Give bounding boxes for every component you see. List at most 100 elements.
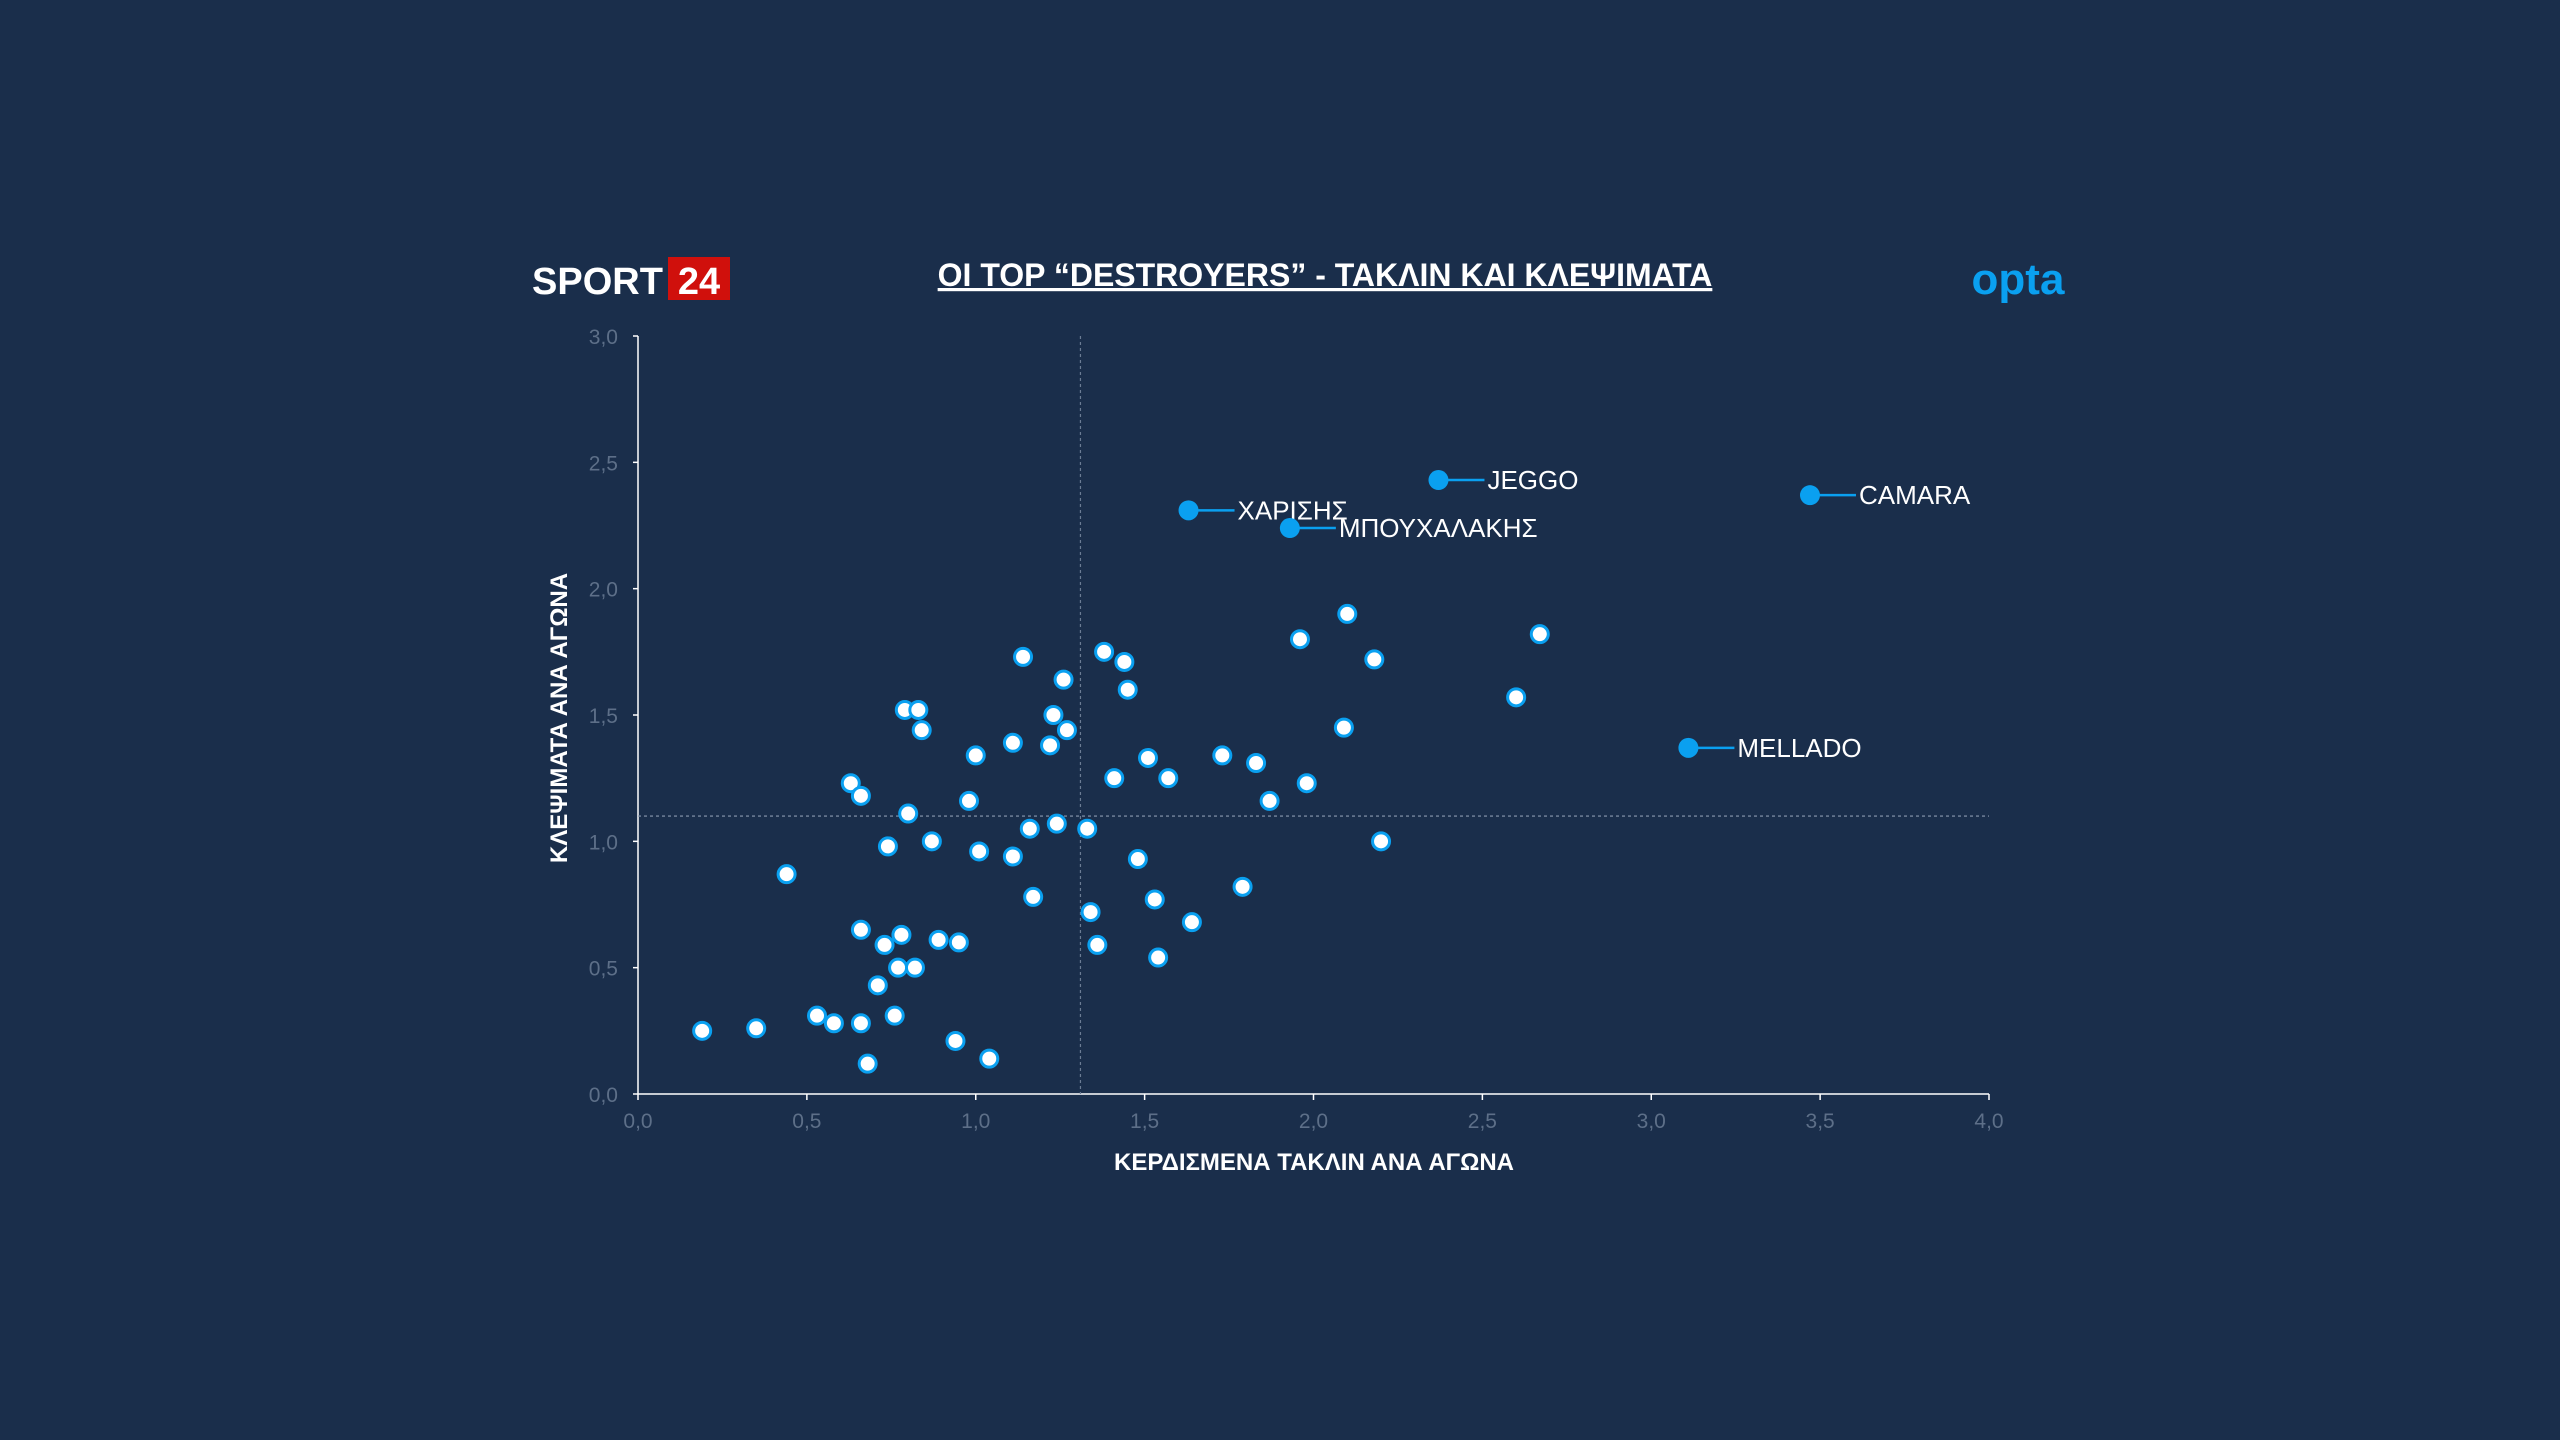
data-point — [891, 924, 912, 945]
x-tick-label: 2,0 — [1299, 1110, 1328, 1133]
data-point — [867, 975, 888, 996]
x-tick-label: 1,0 — [961, 1110, 990, 1133]
point-label: MELLADO — [1737, 733, 1861, 763]
data-point — [1506, 687, 1527, 708]
data-point — [1296, 773, 1317, 794]
data-point — [921, 831, 942, 852]
data-point — [1529, 624, 1550, 645]
x-tick-label: 4,0 — [1974, 1110, 2003, 1133]
data-point — [1087, 934, 1108, 955]
y-tick-label: 1,5 — [589, 705, 618, 728]
x-tick-label: 0,5 — [792, 1110, 821, 1133]
x-axis-label: ΚΕΡΔΙΣΜΕΝΑ ΤΑΚΛΙΝ ΑΝΑ ΑΓΩΝΑ — [1114, 1149, 1514, 1176]
data-point — [1138, 747, 1159, 768]
data-point — [1040, 735, 1061, 756]
sport24-logo-badge — [668, 257, 730, 300]
data-point — [948, 932, 969, 953]
data-point — [776, 864, 797, 885]
data-point — [1114, 651, 1135, 672]
data-point — [928, 929, 949, 950]
data-point — [1056, 720, 1077, 741]
data-point — [965, 745, 986, 766]
x-tick-label: 3,5 — [1806, 1110, 1835, 1133]
y-tick-label: 1,0 — [589, 831, 618, 854]
point-label: JEGGO — [1487, 465, 1578, 495]
data-point — [1232, 876, 1253, 897]
data-point — [850, 1013, 871, 1034]
x-tick-label: 3,0 — [1637, 1110, 1666, 1133]
data-point — [904, 957, 925, 978]
data-point — [850, 919, 871, 940]
highlighted-point — [1678, 737, 1699, 758]
data-point — [874, 934, 895, 955]
data-point — [1043, 705, 1064, 725]
y-tick-label: 2,5 — [589, 452, 618, 475]
data-point — [958, 790, 979, 811]
y-tick-label: 0,5 — [589, 958, 618, 981]
data-point — [1013, 646, 1034, 667]
y-tick-label: 0,0 — [589, 1084, 618, 1107]
data-point — [908, 699, 929, 720]
data-point — [969, 841, 990, 862]
data-point — [1144, 889, 1165, 910]
data-point — [1080, 902, 1101, 923]
data-point — [979, 1048, 1000, 1069]
data-point — [884, 1005, 905, 1026]
highlighted-point — [1178, 500, 1199, 521]
data-point — [1023, 886, 1044, 907]
data-point — [1127, 849, 1148, 870]
data-point — [823, 1013, 844, 1034]
highlighted-point — [1279, 518, 1300, 539]
x-tick-label: 0,0 — [623, 1110, 652, 1133]
highlighted-point — [1799, 485, 1820, 506]
data-point — [1158, 768, 1179, 789]
reference-lines — [638, 336, 1989, 1094]
data-point — [877, 836, 898, 857]
y-axis-label: ΚΛΕΨΙΜΑΤΑ ΑΝΑ ΑΓΩΝΑ — [546, 573, 573, 863]
point-label: ΜΠΟΥΧΑΛΑΚΗΣ — [1339, 513, 1538, 543]
data-point — [1289, 629, 1310, 650]
data-point — [1104, 768, 1125, 789]
sport24-logo: SPORT 24 — [532, 257, 730, 303]
data-point — [1337, 603, 1358, 624]
data-point — [1364, 649, 1385, 670]
y-tick-label: 3,0 — [589, 326, 618, 349]
data-point — [1246, 753, 1267, 774]
data-point — [857, 1053, 878, 1074]
data-point — [1002, 846, 1023, 867]
data-point — [746, 1018, 767, 1039]
sport24-logo-text: SPORT — [532, 261, 663, 303]
x-tick-label: 1,5 — [1130, 1110, 1159, 1133]
data-point — [1148, 947, 1169, 968]
data-point — [1259, 790, 1280, 811]
sport24-logo-number: 24 — [678, 261, 720, 303]
data-point — [1333, 717, 1354, 738]
data-point — [1019, 818, 1040, 839]
data-point — [888, 957, 909, 978]
data-point — [1046, 813, 1067, 834]
data-point — [1117, 679, 1138, 700]
y-tick-label: 2,0 — [589, 579, 618, 602]
data-point — [945, 1030, 966, 1051]
data-point — [692, 1020, 713, 1041]
highlighted-point — [1428, 470, 1449, 491]
data-point — [850, 785, 871, 806]
chart-title: ΟΙ TOP “DESTROYERS” - ΤΑΚΛΙΝ ΚΑΙ ΚΛΕΨΙΜΑ… — [938, 257, 1713, 293]
opta-logo: opta — [1972, 255, 2065, 304]
data-point — [1094, 641, 1115, 662]
data-point — [1002, 732, 1023, 753]
data-point — [1212, 745, 1233, 766]
x-tick-label: 2,5 — [1468, 1110, 1497, 1133]
data-point — [1371, 831, 1392, 852]
axes: 0,0 0,5 1,0 1,5 2,0 2,5 3,0 3,5 4,0 0,0 0,5 1,0 1,5 2… — [589, 326, 2004, 1133]
point-label: CAMARA — [1859, 480, 1971, 510]
data-point — [1181, 912, 1202, 933]
data-point — [898, 803, 919, 824]
data-point — [1077, 818, 1098, 839]
data-point — [911, 720, 932, 741]
data-points — [692, 603, 1550, 1074]
data-point — [1053, 669, 1074, 690]
data-point — [807, 1005, 828, 1026]
